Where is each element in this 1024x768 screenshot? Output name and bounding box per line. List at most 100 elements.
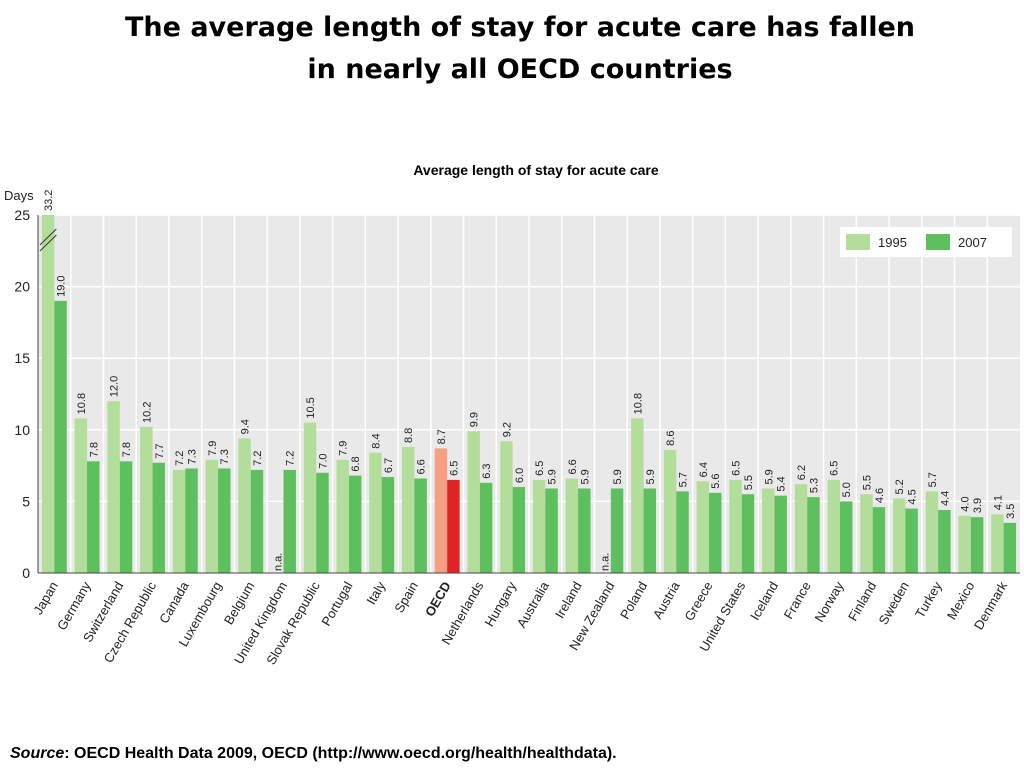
source: Source: OECD Health Data 2009, OECD (htt…	[10, 745, 617, 762]
value-label: 5.9	[579, 469, 591, 484]
x-tick-label: Turkey	[912, 579, 945, 621]
bar	[238, 438, 251, 573]
value-label: 5.4	[776, 476, 788, 491]
chart-subtitle: Average length of stay for acute care	[413, 162, 659, 178]
value-label: 5.7	[927, 472, 939, 487]
bar	[741, 494, 755, 573]
y-tick-label: 25	[14, 207, 30, 223]
x-tick-label: Sweden	[876, 579, 912, 627]
x-tick-label: Portugal	[318, 579, 355, 629]
legend-label: 2007	[958, 235, 987, 250]
chart-title: in nearly all OECD countries	[307, 54, 732, 85]
value-label: 4.4	[939, 491, 951, 506]
value-label: 6.8	[350, 456, 362, 471]
bar	[663, 449, 677, 573]
x-tick-label: Belgium	[221, 579, 257, 627]
bar	[447, 479, 460, 573]
bar	[925, 491, 939, 573]
bar	[316, 472, 329, 573]
value-label: 6.6	[567, 459, 579, 474]
value-label: 6.6	[416, 459, 428, 474]
value-label: 7.3	[219, 449, 231, 464]
bar	[500, 441, 513, 573]
x-tick-label: Canada	[156, 578, 192, 626]
bar	[676, 491, 689, 573]
value-label: n.a.	[272, 553, 284, 571]
value-label: 8.6	[665, 431, 677, 446]
value-label: 10.5	[305, 397, 317, 418]
bar	[467, 431, 480, 573]
value-label: 6.2	[796, 465, 808, 480]
y-tick-label: 15	[14, 350, 30, 366]
value-label: 5.5	[861, 475, 873, 490]
value-label: 6.4	[698, 462, 710, 477]
bar	[152, 462, 166, 573]
value-label: 4.0	[960, 496, 972, 511]
value-label: 8.7	[436, 429, 448, 444]
value-label: 5.2	[894, 479, 906, 494]
value-label: 7.2	[174, 451, 186, 466]
legend-swatch	[846, 234, 870, 250]
bar	[631, 418, 644, 573]
value-label: 6.5	[829, 461, 841, 476]
bar	[610, 488, 624, 573]
bar	[729, 479, 742, 573]
bar	[1003, 522, 1017, 573]
bar	[970, 517, 984, 573]
bar	[401, 446, 415, 573]
value-label: 12.0	[109, 376, 121, 397]
bar	[807, 497, 820, 573]
x-tick-label: Spain	[391, 579, 421, 615]
x-tick-label: Greece	[681, 579, 715, 623]
axis-break	[39, 234, 57, 252]
value-label: 33.2	[43, 190, 55, 211]
value-label: 6.5	[534, 461, 546, 476]
bar	[774, 495, 787, 573]
bar	[643, 488, 657, 573]
bar	[185, 468, 198, 573]
x-tick-label: Japan	[30, 579, 61, 617]
x-tick-label: Austria	[650, 578, 684, 621]
bar	[479, 482, 493, 573]
bar	[545, 488, 558, 573]
bar	[532, 479, 546, 573]
bar	[512, 487, 526, 573]
value-label: 7.3	[187, 449, 199, 464]
bar	[860, 494, 873, 573]
value-label: 8.4	[370, 433, 382, 448]
value-label: 7.2	[252, 451, 264, 466]
x-tick-label: Ireland	[552, 579, 585, 621]
value-label: 7.0	[317, 453, 329, 468]
bar	[872, 507, 886, 573]
bar	[107, 401, 120, 573]
bar	[565, 478, 579, 573]
axis-break	[39, 228, 57, 246]
value-label: 3.5	[1005, 504, 1017, 519]
bar	[827, 479, 840, 573]
x-tick-label: Poland	[617, 579, 650, 622]
bar	[696, 481, 710, 573]
value-label: 4.6	[874, 488, 886, 503]
bar	[958, 515, 971, 573]
bars	[41, 215, 1017, 573]
bar	[218, 468, 231, 573]
bar	[74, 418, 88, 573]
value-label: 7.7	[154, 443, 166, 458]
value-label: 5.9	[763, 469, 775, 484]
bar	[205, 459, 219, 573]
value-label: 7.8	[88, 442, 100, 457]
value-label: 5.0	[841, 482, 853, 497]
value-label: 5.3	[808, 478, 820, 493]
value-label: 10.2	[141, 402, 153, 423]
bar	[709, 492, 722, 573]
bar	[140, 426, 153, 573]
bar	[762, 488, 775, 573]
x-tick-label: Finland	[845, 579, 879, 623]
bar	[839, 501, 853, 573]
bar	[794, 484, 808, 573]
bar	[119, 461, 133, 573]
x-tick-label: Australia	[514, 578, 553, 630]
bar	[41, 215, 55, 573]
legend-swatch	[926, 234, 950, 250]
value-label: 9.9	[469, 412, 481, 427]
